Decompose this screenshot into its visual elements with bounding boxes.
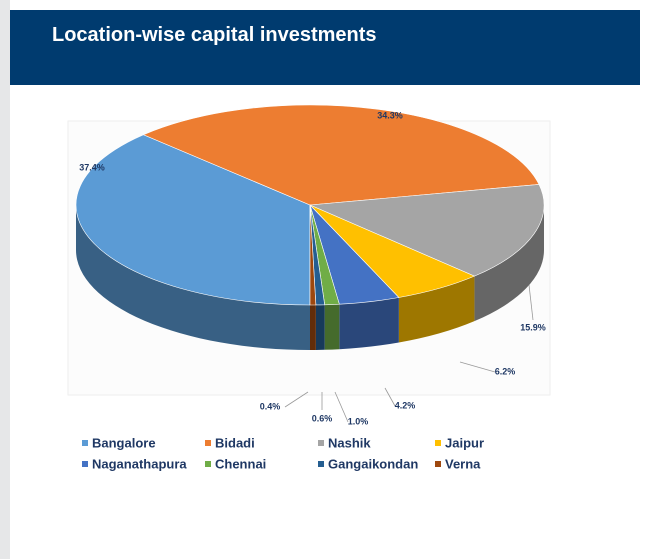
legend-swatch — [82, 440, 88, 446]
legend-swatch — [205, 440, 211, 446]
data-label: 4.2% — [395, 400, 416, 410]
slice-side — [310, 304, 316, 350]
legend-swatch — [205, 461, 211, 467]
chart-title: Location-wise capital investments — [52, 24, 377, 46]
data-label: 0.4% — [260, 401, 281, 411]
slice-side — [315, 304, 325, 350]
leader-line — [334, 391, 349, 423]
slice — [309, 204, 317, 306]
legend-label: Nashik — [328, 435, 371, 450]
legend-label: Bidadi — [215, 435, 255, 450]
leader-line — [528, 284, 534, 321]
legend-swatch — [435, 440, 441, 446]
legend-label: Chennai — [215, 456, 266, 471]
leader-line — [459, 361, 496, 373]
data-label: 6.2% — [495, 366, 516, 376]
side-strip — [0, 0, 10, 559]
data-label: 15.9% — [520, 322, 546, 332]
slice-side — [398, 276, 475, 343]
legend-label: Gangaikondan — [328, 456, 418, 471]
data-label: 1.0% — [348, 416, 369, 426]
legend-label: Naganathapura — [92, 456, 187, 471]
data-label: 34.3% — [377, 110, 403, 120]
legend-label: Bangalore — [92, 435, 156, 450]
slice — [309, 184, 545, 277]
slice — [75, 134, 311, 306]
legend-swatch — [435, 461, 441, 467]
legend-swatch — [82, 461, 88, 467]
slice-side — [324, 304, 340, 350]
slice-side — [474, 205, 544, 322]
slice — [142, 104, 540, 206]
leader-line — [284, 391, 309, 408]
data-label: 0.6% — [312, 413, 333, 423]
legend-swatch — [318, 440, 324, 446]
leader-line — [384, 387, 396, 407]
slice-side — [76, 205, 310, 350]
slice-side — [339, 297, 399, 350]
legend-swatch — [318, 461, 324, 467]
data-label: 37.4% — [79, 162, 105, 172]
legend-label: Verna — [445, 456, 481, 471]
header — [10, 10, 640, 85]
legend-label: Jaipur — [445, 435, 484, 450]
